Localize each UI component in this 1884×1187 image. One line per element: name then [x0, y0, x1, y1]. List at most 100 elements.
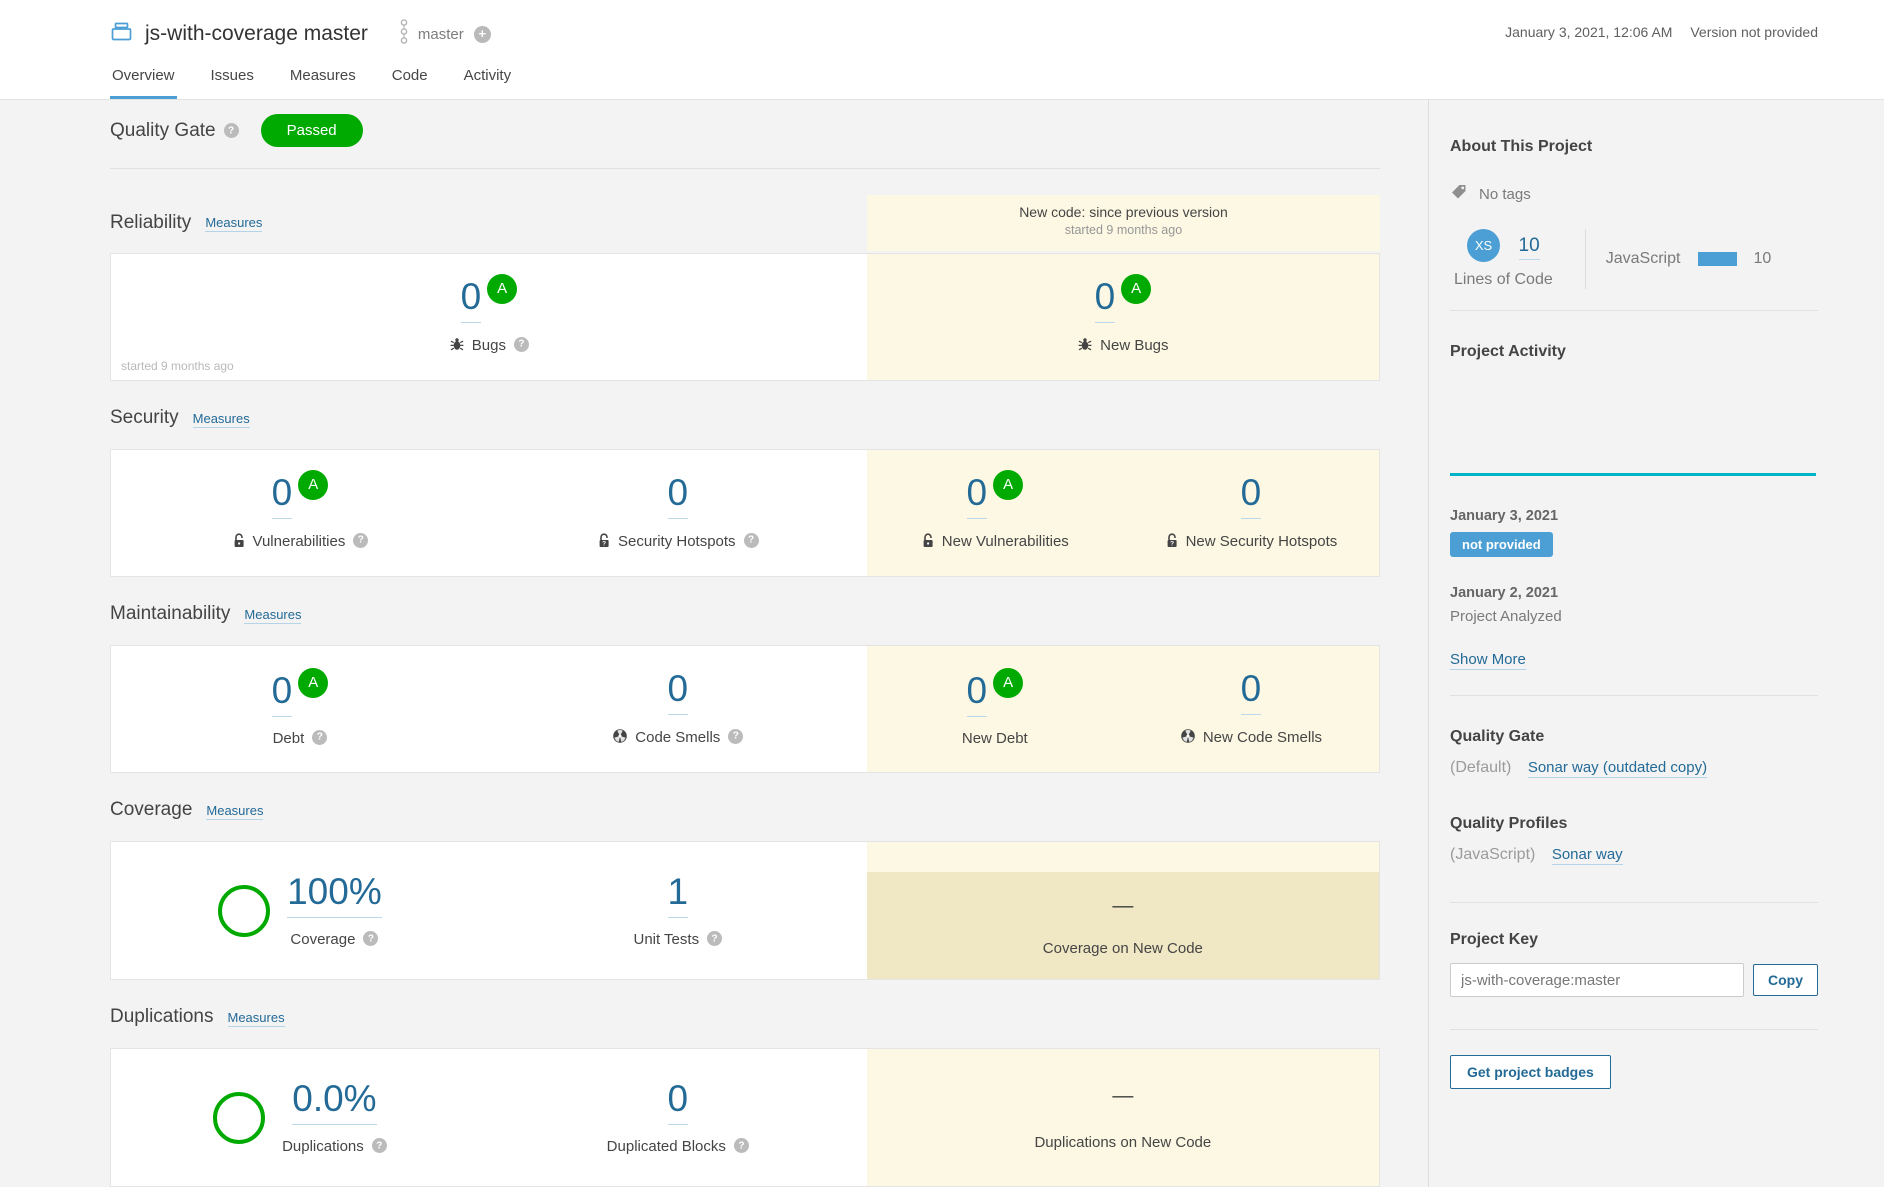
section-reliability: Reliability Measures New code: since pre…: [110, 195, 1380, 381]
new-vulnerabilities-value[interactable]: 0: [967, 474, 988, 519]
measure-label: New Code Smells: [1203, 729, 1322, 746]
measure-label: Bugs: [472, 337, 506, 354]
project-tabs: Overview Issues Measures Code Activity: [110, 67, 545, 99]
add-branch-icon[interactable]: [474, 26, 491, 43]
sidebar-quality-gate-title: Quality Gate: [1450, 728, 1818, 746]
reliability-measures-link[interactable]: Measures: [205, 215, 262, 232]
duplications-on-new-code-panel: — Duplications on New Code: [867, 1084, 1379, 1151]
quality-gate-link[interactable]: Sonar way (outdated copy): [1528, 759, 1707, 778]
measure-label: Coverage: [290, 931, 355, 948]
get-project-badges-button[interactable]: Get project badges: [1450, 1055, 1611, 1089]
new-debt-value[interactable]: 0: [967, 672, 988, 717]
measure-label: New Vulnerabilities: [942, 533, 1069, 550]
tag-icon: [1450, 183, 1469, 205]
new-code-smells-value[interactable]: 0: [1241, 670, 1262, 715]
help-icon[interactable]: [707, 931, 722, 946]
activity-event: January 3, 2021 not provided: [1450, 508, 1818, 557]
bugs-value[interactable]: 0: [461, 278, 482, 323]
help-icon[interactable]: [353, 533, 368, 548]
rating-badge: A: [487, 274, 517, 304]
measure-vulnerabilities: 0A Vulnerabilities: [111, 474, 489, 552]
rating-badge: A: [1121, 274, 1151, 304]
vulnerabilities-value[interactable]: 0: [272, 474, 293, 519]
new-bugs-value[interactable]: 0: [1095, 278, 1116, 323]
section-title: Maintainability: [110, 603, 230, 625]
measure-new-bugs: 0A New Bugs: [867, 278, 1379, 356]
help-icon[interactable]: [744, 533, 759, 548]
code-smells-value[interactable]: 0: [668, 670, 689, 715]
measure-new-vulnerabilities: 0A New Vulnerabilities: [867, 474, 1123, 552]
lines-of-code-label: Lines of Code: [1454, 271, 1553, 289]
lines-of-code-value[interactable]: 10: [1519, 235, 1540, 260]
svg-text:?: ?: [1170, 541, 1174, 548]
quality-profiles-title: Quality Profiles: [1450, 815, 1818, 833]
maintainability-measures-link[interactable]: Measures: [244, 607, 301, 624]
quality-gate-status-badge: Passed: [261, 114, 363, 147]
help-icon[interactable]: [372, 1138, 387, 1153]
help-icon[interactable]: [363, 931, 378, 946]
bug-icon: [1077, 336, 1093, 356]
language-name: JavaScript: [1606, 250, 1681, 268]
measure-security-hotspots: 0 ?Security Hotspots: [489, 474, 867, 552]
unit-tests-value[interactable]: 1: [668, 873, 689, 918]
duplications-measures-link[interactable]: Measures: [228, 1010, 285, 1027]
new-code-banner-subtitle: started 9 months ago: [867, 223, 1380, 237]
branch-icon: [398, 18, 410, 50]
section-coverage: Coverage Measures 100% Coverage 1 Unit T…: [110, 799, 1380, 980]
project-key-input[interactable]: [1450, 963, 1744, 997]
coverage-new-code-value: —: [1112, 894, 1133, 918]
help-icon[interactable]: [312, 730, 327, 745]
tags-selector[interactable]: No tags: [1450, 183, 1818, 205]
coverage-value[interactable]: 100%: [287, 873, 382, 918]
help-icon[interactable]: [514, 337, 529, 352]
measure-new-security-hotspots: 0 ?New Security Hotspots: [1123, 474, 1379, 552]
tab-measures[interactable]: Measures: [288, 67, 358, 99]
tab-overview[interactable]: Overview: [110, 67, 177, 99]
code-smell-icon: [612, 728, 628, 748]
measure-debt: 0A Debt: [111, 672, 489, 747]
measure-label: Unit Tests: [633, 931, 699, 948]
activity-graph: [1450, 361, 1818, 473]
tab-code[interactable]: Code: [390, 67, 430, 99]
started-note: started 9 months ago: [121, 359, 234, 373]
divider: [1585, 229, 1586, 289]
help-icon[interactable]: [224, 123, 239, 138]
about-title: About This Project: [1450, 138, 1818, 156]
duplicated-blocks-value[interactable]: 0: [668, 1080, 689, 1125]
measure-code-smells: 0 Code Smells: [489, 670, 867, 748]
measure-label: Vulnerabilities: [253, 533, 346, 550]
branch-selector[interactable]: master: [398, 18, 491, 50]
quality-profile-scope: (JavaScript): [1450, 846, 1535, 863]
security-hotspot-icon: ?: [597, 532, 611, 552]
coverage-measures-link[interactable]: Measures: [206, 803, 263, 820]
activity-event: January 2, 2021 Project Analyzed: [1450, 585, 1818, 625]
event-date: January 3, 2021: [1450, 508, 1818, 524]
measure-coverage: 100% Coverage: [111, 873, 489, 948]
security-hotspots-value[interactable]: 0: [668, 474, 689, 519]
security-measures-link[interactable]: Measures: [193, 411, 250, 428]
duplications-value[interactable]: 0.0%: [292, 1080, 376, 1125]
tab-issues[interactable]: Issues: [209, 67, 256, 99]
project-icon: [110, 20, 133, 48]
divider: [1450, 310, 1818, 311]
help-icon[interactable]: [728, 729, 743, 744]
measure-label: New Debt: [962, 730, 1028, 747]
measure-label: Debt: [273, 730, 305, 747]
new-security-hotspots-value[interactable]: 0: [1241, 474, 1262, 519]
quality-gate-scope: (Default): [1450, 759, 1511, 776]
quality-profile-link[interactable]: Sonar way: [1552, 846, 1623, 865]
measure-new-code-smells: 0 New Code Smells: [1123, 670, 1379, 748]
help-icon[interactable]: [734, 1138, 749, 1153]
copy-button[interactable]: Copy: [1753, 964, 1818, 996]
analysis-version: Version not provided: [1690, 24, 1818, 40]
coverage-on-new-code-panel: — Coverage on New Code: [867, 872, 1379, 979]
debt-value[interactable]: 0: [272, 672, 293, 717]
section-title: Coverage: [110, 799, 192, 821]
tab-activity[interactable]: Activity: [462, 67, 514, 99]
show-more-link[interactable]: Show More: [1450, 651, 1526, 670]
quality-gate-title: Quality Gate: [110, 120, 216, 142]
rating-badge: A: [993, 668, 1023, 698]
code-smell-icon: [1180, 728, 1196, 748]
divider: [1450, 902, 1818, 903]
measure-unit-tests: 1 Unit Tests: [489, 873, 867, 948]
